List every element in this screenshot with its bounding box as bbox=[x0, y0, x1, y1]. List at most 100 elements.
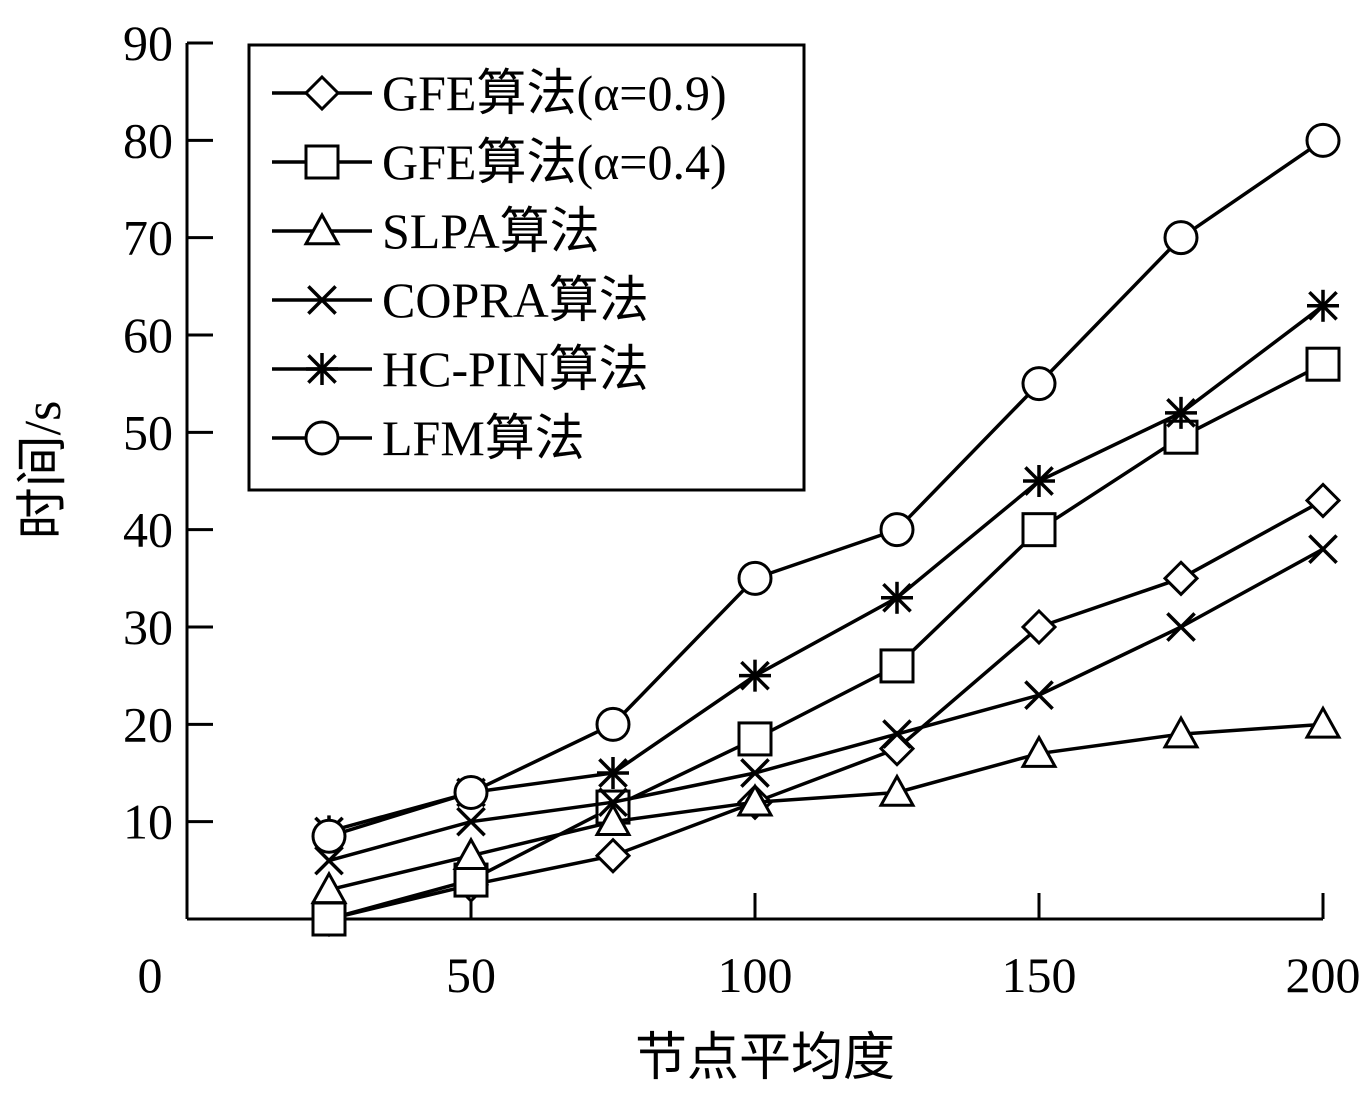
square-marker bbox=[1305, 346, 1341, 382]
square-marker bbox=[304, 144, 340, 180]
triangle-marker bbox=[1020, 734, 1058, 768]
triangle-marker bbox=[303, 211, 341, 246]
square-shape bbox=[879, 648, 915, 684]
circle-marker bbox=[595, 706, 631, 742]
triangle-shape bbox=[452, 836, 490, 871]
circle-marker bbox=[737, 560, 773, 596]
axes: 10 20 30 40 50 60 70 80 90 0 50 100 150 200 bbox=[123, 15, 1361, 1003]
circle-shape bbox=[1021, 366, 1057, 402]
legend-box bbox=[247, 43, 806, 492]
diamond-marker bbox=[1020, 608, 1058, 646]
circle-shape bbox=[311, 818, 347, 854]
x-marker bbox=[598, 787, 628, 818]
circle-shape bbox=[595, 706, 631, 742]
x-tick-label: 200 bbox=[1286, 947, 1361, 1003]
triangle-marker bbox=[594, 802, 632, 836]
legend-label: GFE算法(α=0.4) bbox=[382, 134, 727, 190]
triangle-shape bbox=[310, 870, 348, 905]
triangle-shape bbox=[1304, 705, 1342, 739]
series-line bbox=[328, 304, 1325, 834]
y-tick-label: 60 bbox=[123, 307, 173, 363]
square-marker bbox=[311, 901, 347, 937]
legend-entry: GFE算法(α=0.4) bbox=[272, 134, 727, 190]
legend-entry: LFM算法 bbox=[272, 410, 585, 466]
y-tick-label: 30 bbox=[123, 599, 173, 655]
diamond-shape bbox=[1304, 482, 1342, 519]
x-tick-label: 50 bbox=[446, 947, 496, 1003]
series-layer bbox=[310, 122, 1342, 938]
square-marker bbox=[879, 648, 915, 684]
square-marker bbox=[1021, 512, 1057, 548]
triangle-shape bbox=[594, 802, 632, 836]
square-shape bbox=[311, 901, 347, 937]
x-marker bbox=[1024, 680, 1054, 710]
diamond-marker bbox=[594, 837, 632, 874]
x-marker bbox=[1308, 534, 1338, 564]
y-tick-label: 90 bbox=[123, 15, 173, 71]
x-stroke bbox=[740, 758, 770, 788]
circle-shape bbox=[453, 774, 489, 810]
star-marker bbox=[739, 659, 771, 692]
circle-shape bbox=[879, 512, 915, 548]
legend-entry: COPRA算法 bbox=[272, 272, 649, 328]
circle-marker bbox=[311, 818, 347, 854]
x-stroke bbox=[314, 845, 344, 876]
triangle-shape bbox=[878, 773, 916, 807]
legend-entry: SLPA算法 bbox=[272, 203, 600, 259]
legend-entry: HC-PIN算法 bbox=[272, 341, 649, 397]
y-tick-label: 40 bbox=[123, 502, 173, 558]
triangle-shape bbox=[303, 211, 341, 246]
y-tick-label: 50 bbox=[123, 404, 173, 460]
circle-marker bbox=[453, 774, 489, 810]
x-marker bbox=[314, 845, 344, 876]
series-square bbox=[311, 346, 1341, 937]
series-line bbox=[328, 138, 1324, 838]
x-stroke bbox=[1308, 534, 1338, 564]
series-line bbox=[328, 722, 1324, 892]
legend: GFE算法(α=0.9) GFE算法(α=0.4) SLPA算法 COPRA算法 HC-… bbox=[247, 43, 806, 492]
square-shape bbox=[304, 144, 340, 180]
diamond-shape bbox=[1020, 608, 1058, 646]
circle-marker bbox=[1305, 122, 1341, 158]
diamond-marker bbox=[1304, 482, 1342, 519]
legend-label: SLPA算法 bbox=[382, 203, 600, 259]
series-x bbox=[314, 534, 1338, 876]
x-stroke bbox=[307, 285, 337, 315]
circle-marker bbox=[1021, 366, 1057, 402]
y-tick-label: 70 bbox=[123, 210, 173, 266]
circle-shape bbox=[1163, 220, 1199, 256]
square-shape bbox=[737, 721, 773, 757]
series-line bbox=[328, 362, 1324, 921]
square-shape bbox=[1305, 346, 1341, 382]
legend-entry: GFE算法(α=0.9) bbox=[272, 65, 727, 121]
legend-label: HC-PIN算法 bbox=[382, 341, 649, 397]
series-line bbox=[328, 547, 1324, 863]
circle-marker bbox=[304, 420, 340, 456]
square-shape bbox=[1021, 512, 1057, 548]
diamond-marker bbox=[1162, 560, 1200, 597]
triangle-marker bbox=[452, 836, 490, 871]
legend-label: LFM算法 bbox=[382, 410, 585, 466]
x-marker bbox=[882, 719, 912, 749]
x-stroke bbox=[882, 719, 912, 749]
series-triangle bbox=[310, 705, 1342, 905]
x-stroke bbox=[1166, 612, 1196, 642]
x-tick-label: 0 bbox=[138, 947, 163, 1003]
triangle-marker bbox=[1304, 705, 1342, 739]
x-marker bbox=[307, 285, 337, 315]
star-marker bbox=[1307, 289, 1339, 322]
x-marker bbox=[456, 806, 486, 837]
diamond-shape bbox=[1162, 560, 1200, 597]
triangle-marker bbox=[736, 783, 774, 817]
square-marker bbox=[737, 721, 773, 757]
x-stroke bbox=[1024, 680, 1054, 710]
x-tick-label: 100 bbox=[718, 947, 793, 1003]
series-line bbox=[328, 498, 1324, 921]
legend-label: GFE算法(α=0.9) bbox=[382, 65, 727, 121]
circle-marker bbox=[879, 512, 915, 548]
x-marker bbox=[1166, 612, 1196, 642]
series-star bbox=[313, 289, 1339, 848]
x-tick-label: 150 bbox=[1002, 947, 1077, 1003]
